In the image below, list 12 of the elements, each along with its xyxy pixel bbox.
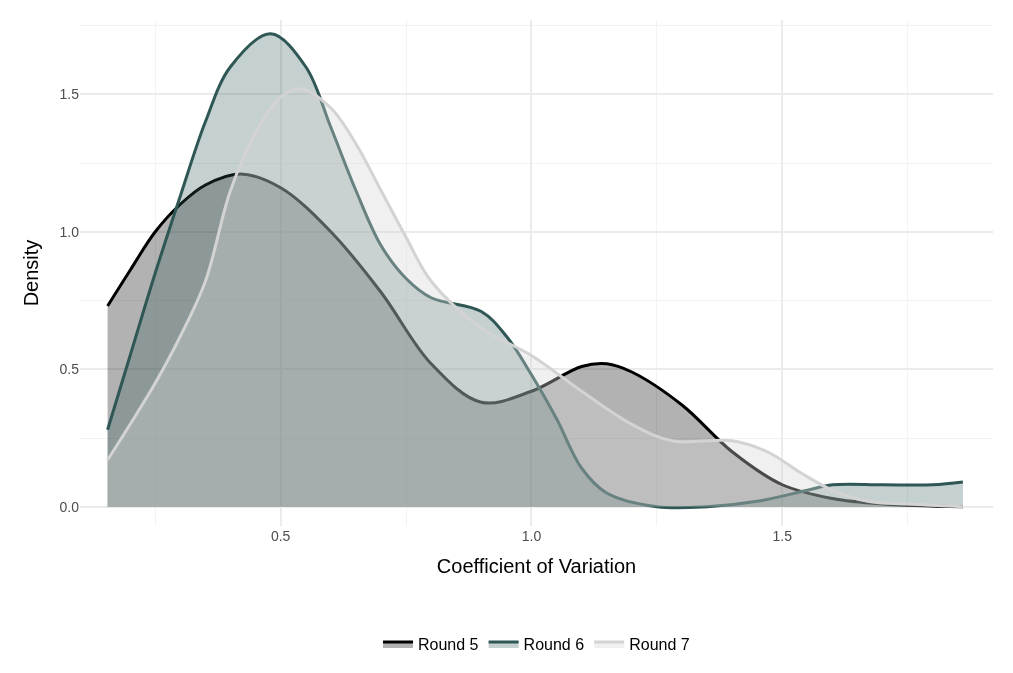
x-tick-label: 0.5 [270, 528, 291, 544]
y-tick-label: 0.5 [59, 361, 80, 378]
y-tick-label: 1.5 [59, 86, 80, 103]
x-axis-title: Coefficient of Variation [436, 554, 637, 577]
legend-label: Round 5 [418, 636, 479, 654]
x-tick-label: 1.5 [772, 528, 793, 544]
y-tick-label: 0.0 [59, 498, 80, 515]
legend-label: Round 6 [523, 636, 585, 654]
y-axis-title: Density [20, 239, 43, 307]
x-tick-label: 1.0 [521, 528, 542, 544]
legend-label: Round 7 [629, 636, 690, 654]
y-tick-label: 1.0 [59, 223, 80, 240]
